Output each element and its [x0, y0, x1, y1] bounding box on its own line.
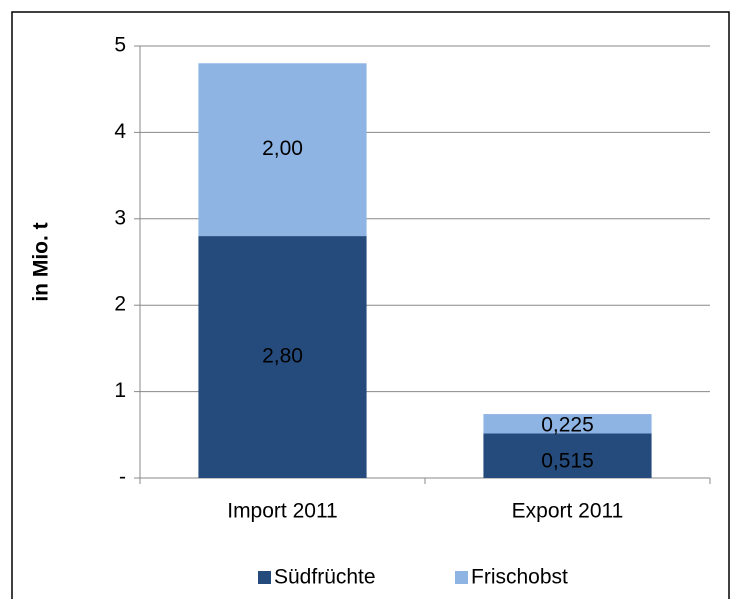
y-tick-label: 1 — [114, 379, 126, 402]
bar-segment — [483, 414, 652, 434]
data-label: 2,80 — [262, 345, 303, 368]
data-label: 0,515 — [541, 449, 594, 472]
legend-swatch — [258, 571, 271, 584]
y-tick-label: 4 — [114, 120, 126, 143]
legend-swatch — [455, 571, 468, 584]
y-tick-label: 3 — [114, 206, 126, 229]
y-tick-label: 5 — [114, 34, 126, 57]
x-tick-label: Import 2011 — [227, 500, 338, 523]
y-axis-label: in Mio. t — [30, 222, 53, 301]
x-tick-label: Export 2011 — [512, 500, 624, 523]
data-label: 2,00 — [262, 137, 303, 160]
data-label: 0,225 — [541, 413, 594, 436]
bar-segment — [198, 236, 367, 478]
bar-segment — [483, 433, 652, 478]
legend-label: Südfrüchte — [274, 566, 376, 589]
y-tick-label: - — [119, 466, 126, 489]
legend-label: Frischobst — [471, 566, 568, 589]
bar-segment — [198, 63, 367, 237]
y-tick-label: 2 — [114, 293, 126, 316]
